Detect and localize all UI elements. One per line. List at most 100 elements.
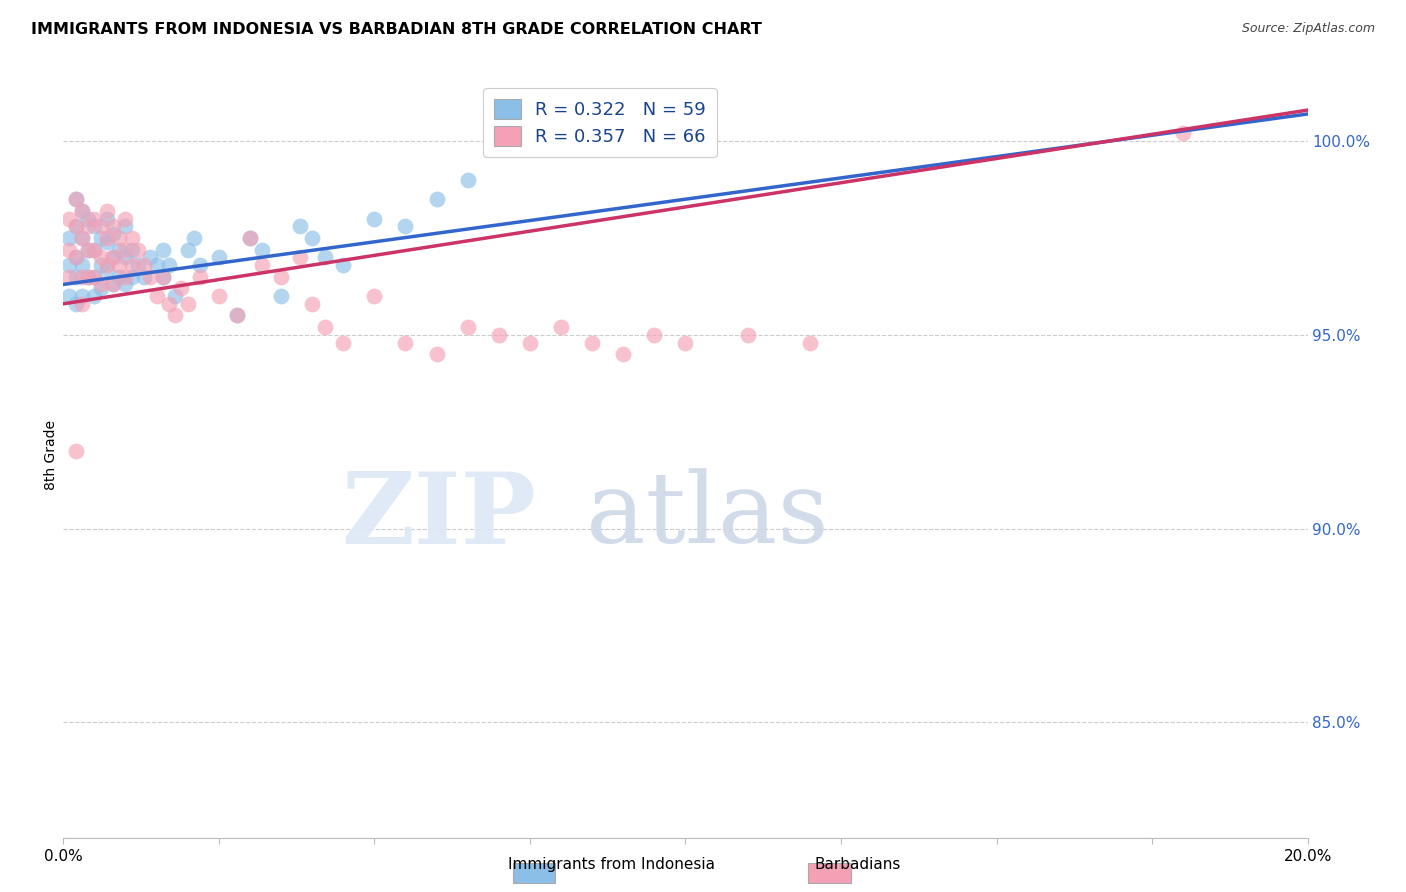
Point: [270, 269, 292, 284]
Point: [363, 211, 385, 226]
Point: [157, 297, 180, 311]
Point: [139, 269, 162, 284]
Point: [96, 258, 118, 272]
Point: [70, 297, 93, 311]
Text: Source: ZipAtlas.com: Source: ZipAtlas.com: [1241, 22, 1375, 36]
Point: [152, 243, 174, 257]
Point: [188, 269, 211, 284]
Point: [488, 327, 510, 342]
Point: [134, 269, 156, 284]
Point: [314, 320, 336, 334]
Point: [301, 297, 323, 311]
Point: [65, 219, 87, 234]
Point: [77, 269, 100, 284]
Point: [145, 289, 167, 303]
Point: [134, 258, 156, 272]
Point: [550, 320, 572, 334]
Point: [799, 335, 821, 350]
Point: [114, 269, 136, 284]
Point: [114, 277, 136, 292]
Point: [114, 211, 136, 226]
Point: [96, 262, 118, 277]
Point: [58, 289, 80, 303]
Point: [426, 347, 449, 361]
Point: [101, 250, 124, 264]
Point: [157, 258, 180, 272]
Point: [101, 219, 124, 234]
Point: [737, 327, 759, 342]
Point: [114, 243, 136, 257]
Point: [101, 227, 124, 241]
Point: [90, 250, 112, 264]
Point: [70, 269, 93, 284]
Point: [83, 269, 105, 284]
Point: [108, 243, 131, 257]
Point: [270, 289, 292, 303]
Point: [65, 192, 87, 206]
Point: [58, 258, 80, 272]
Point: [83, 269, 105, 284]
Point: [394, 335, 416, 350]
Point: [139, 250, 162, 264]
Point: [252, 258, 274, 272]
Point: [252, 243, 274, 257]
Point: [83, 289, 105, 303]
Point: [643, 327, 665, 342]
Point: [208, 250, 231, 264]
Point: [188, 258, 211, 272]
Point: [108, 269, 131, 284]
Point: [239, 231, 262, 245]
Point: [121, 269, 143, 284]
Point: [83, 243, 105, 257]
Point: [65, 250, 87, 264]
Point: [65, 269, 87, 284]
Point: [58, 231, 80, 245]
Point: [457, 173, 479, 187]
Point: [332, 258, 354, 272]
Point: [170, 281, 193, 295]
Point: [426, 192, 449, 206]
Point: [114, 250, 136, 264]
Legend: R = 0.322   N = 59, R = 0.357   N = 66: R = 0.322 N = 59, R = 0.357 N = 66: [482, 88, 717, 157]
Point: [77, 219, 100, 234]
Point: [70, 231, 93, 245]
Point: [101, 250, 124, 264]
Point: [90, 219, 112, 234]
Point: [65, 219, 87, 234]
Point: [457, 320, 479, 334]
Point: [70, 203, 93, 218]
Point: [65, 444, 87, 458]
Text: ZIP: ZIP: [342, 467, 536, 565]
Text: Immigrants from Indonesia: Immigrants from Indonesia: [508, 857, 716, 872]
Point: [226, 309, 249, 323]
Point: [145, 258, 167, 272]
Point: [90, 277, 112, 292]
Point: [152, 269, 174, 284]
Point: [90, 258, 112, 272]
Point: [612, 347, 634, 361]
Text: atlas: atlas: [586, 468, 828, 564]
Point: [177, 297, 200, 311]
Point: [675, 335, 697, 350]
Point: [90, 281, 112, 295]
Point: [83, 211, 105, 226]
Point: [77, 211, 100, 226]
Point: [70, 231, 93, 245]
Point: [314, 250, 336, 264]
Y-axis label: 8th Grade: 8th Grade: [44, 420, 58, 490]
Point: [83, 243, 105, 257]
Point: [1173, 126, 1195, 140]
Point: [58, 243, 80, 257]
Point: [58, 269, 80, 284]
Point: [226, 309, 249, 323]
Point: [96, 211, 118, 226]
Point: [519, 335, 541, 350]
Point: [77, 243, 100, 257]
Point: [101, 277, 124, 292]
Point: [101, 277, 124, 292]
Point: [177, 243, 200, 257]
Point: [363, 289, 385, 303]
Point: [114, 219, 136, 234]
Point: [121, 231, 143, 245]
Point: [127, 258, 149, 272]
